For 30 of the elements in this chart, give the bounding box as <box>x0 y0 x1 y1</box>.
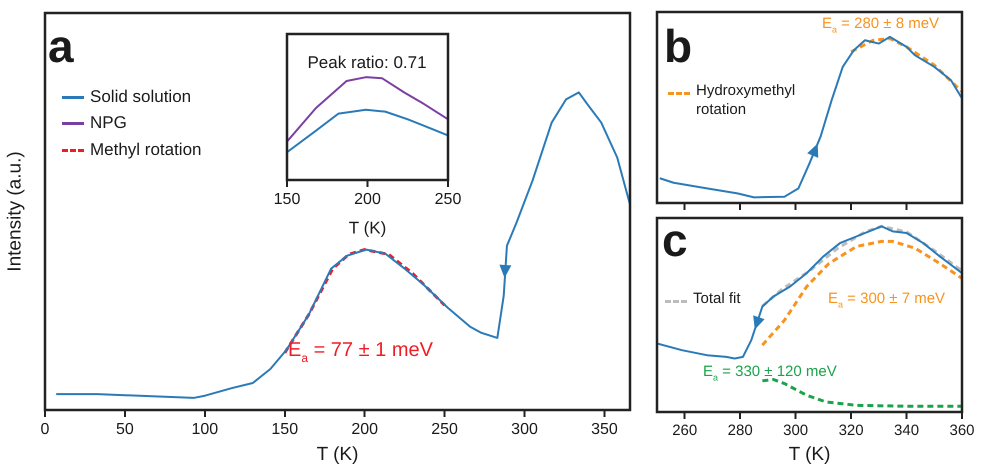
x-tick-label: 150 <box>274 191 300 208</box>
x-tick-label: 250 <box>434 191 462 208</box>
x-axis-title: T (K) <box>316 444 358 465</box>
chart-title: Peak ratio: 0.71 <box>307 53 427 72</box>
legend-label: Total fit <box>693 290 741 309</box>
y-axis-title: Intensity (a.u.) <box>4 151 26 272</box>
x-tick-label: 360 <box>949 422 975 440</box>
x-tick-label: 200 <box>354 191 381 208</box>
text: NPG <box>90 113 127 132</box>
x-tick-label: 340 <box>894 422 920 440</box>
x-tick-label: 50 <box>116 421 134 438</box>
text: a <box>48 20 74 72</box>
x-axis-title: T (K) <box>788 444 830 465</box>
x-axis-title: T (K) <box>348 218 386 238</box>
x-tick-label: 150 <box>271 421 298 438</box>
x-tick-label: 0 <box>40 421 50 438</box>
legend-label: Methyl rotation <box>90 138 202 160</box>
x-tick-label: 350 <box>591 421 618 438</box>
x-tick-label: 200 <box>351 421 378 438</box>
legend-label: Hydroxymethyl rotation <box>696 82 796 120</box>
annotation: b <box>664 20 692 72</box>
x-tick-label: 250 <box>431 421 458 438</box>
x-tick-label: 280 <box>728 422 753 440</box>
x-tick-label: 300 <box>511 421 538 438</box>
x-tick-label: 260 <box>672 422 698 440</box>
legend-label: Solid solution <box>90 86 192 108</box>
x-tick-label: 320 <box>838 422 864 440</box>
x-tick-label: 100 <box>191 421 218 438</box>
x-tick-label: 300 <box>783 422 808 440</box>
annotation: c <box>662 214 688 266</box>
